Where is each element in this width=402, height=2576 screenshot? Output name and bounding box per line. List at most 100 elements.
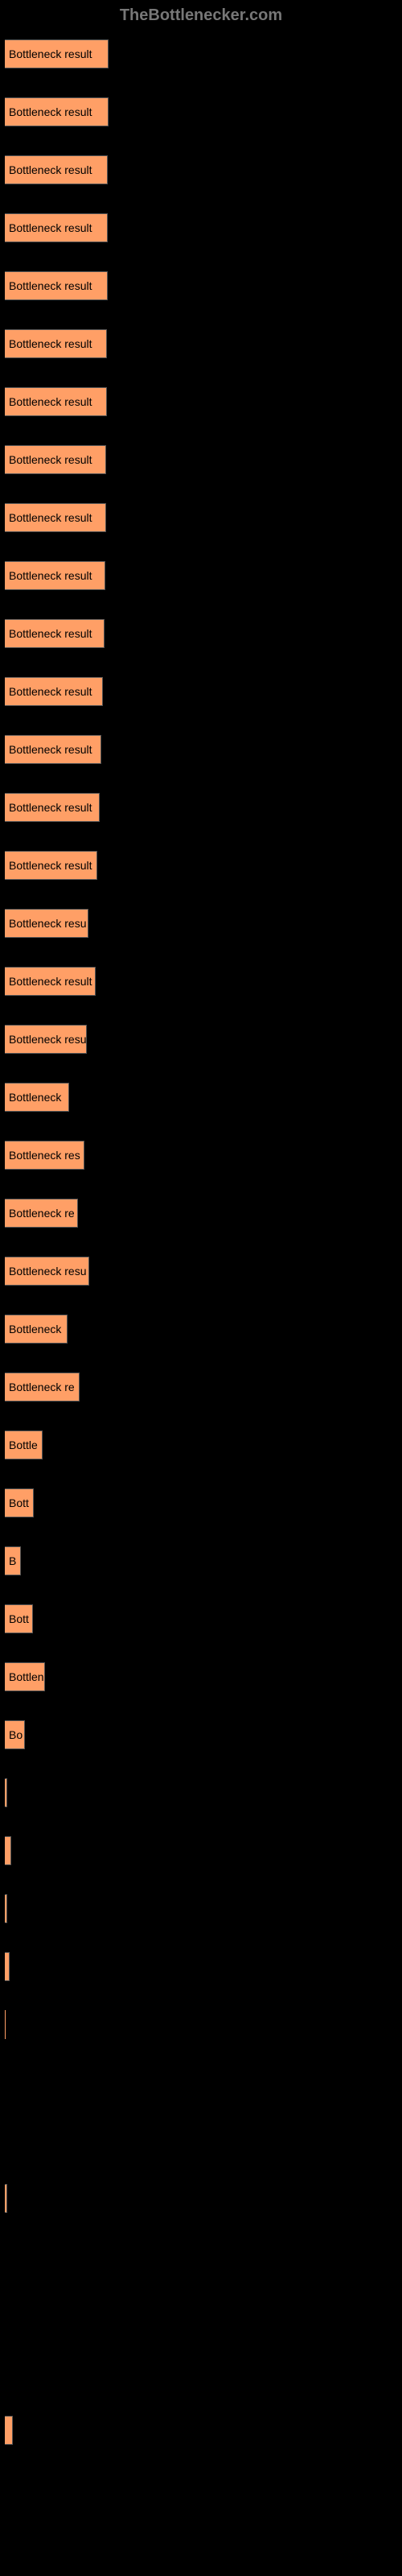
- chart-bar: Bottleneck result: [5, 39, 109, 68]
- chart-bar-label: Bottle: [9, 1439, 38, 1451]
- chart-bar: Bottleneck result: [5, 735, 101, 764]
- chart-bar: Bottleneck resu: [5, 1257, 89, 1286]
- site-header: TheBottlenecker.com: [0, 0, 402, 31]
- chart-bar-label: Bottleneck result: [9, 627, 92, 640]
- chart-bar: [5, 1836, 11, 1865]
- chart-bar: Bottleneck result: [5, 155, 108, 184]
- chart-bar: [5, 1778, 7, 1807]
- chart-bar-label: Bottleneck result: [9, 975, 92, 988]
- chart-bar: Bottleneck result: [5, 97, 109, 126]
- chart-row: Bott: [5, 1488, 402, 1517]
- chart-bar: Bottlen: [5, 1662, 45, 1691]
- chart-row: Bott: [5, 1604, 402, 1633]
- chart-bar: [5, 1952, 10, 1981]
- chart-row: Bottleneck result: [5, 677, 402, 706]
- chart-bar-label: Bottleneck result: [9, 279, 92, 292]
- chart-row: [5, 2358, 402, 2387]
- chart-row: [5, 1778, 402, 1807]
- chart-row: [5, 2416, 402, 2445]
- chart-bar-label: Bottleneck resu: [9, 1265, 87, 1278]
- chart-row: Bottleneck result: [5, 561, 402, 590]
- chart-bar-label: Bottleneck: [9, 1091, 61, 1104]
- chart-bar-label: Bottleneck re: [9, 1207, 75, 1220]
- chart-bar: Bottle: [5, 1430, 43, 1459]
- chart-bar: Bottleneck result: [5, 271, 108, 300]
- chart-bar-label: Bott: [9, 1612, 29, 1625]
- chart-row: [5, 2300, 402, 2329]
- chart-bar-label: Bottleneck result: [9, 453, 92, 466]
- chart-bar-label: Bottleneck re: [9, 1381, 75, 1393]
- chart-bar: Bottleneck result: [5, 329, 107, 358]
- chart-row: [5, 2068, 402, 2097]
- chart-bar-label: Bottleneck result: [9, 859, 92, 872]
- chart-bar: Bottleneck result: [5, 793, 100, 822]
- chart-bar: Bottleneck result: [5, 213, 108, 242]
- chart-row: Bottleneck result: [5, 271, 402, 300]
- chart-bar: Bottleneck resu: [5, 1025, 87, 1054]
- chart-bar-label: Bottleneck result: [9, 163, 92, 176]
- chart-bar: Bottleneck result: [5, 677, 103, 706]
- chart-row: Bottleneck result: [5, 387, 402, 416]
- chart-bar-label: Bottleneck result: [9, 511, 92, 524]
- chart-row: Bottleneck result: [5, 735, 402, 764]
- chart-row: Bottleneck re: [5, 1199, 402, 1228]
- chart-bar-label: Bo: [9, 1728, 23, 1741]
- chart-row: Bottleneck re: [5, 1373, 402, 1402]
- chart-bar-label: Bottleneck result: [9, 337, 92, 350]
- chart-row: Bottleneck result: [5, 793, 402, 822]
- chart-row: Bottleneck result: [5, 619, 402, 648]
- chart-bar: Bottleneck: [5, 1083, 69, 1112]
- chart-row: Bottlen: [5, 1662, 402, 1691]
- chart-row: Bottleneck result: [5, 851, 402, 880]
- chart-bar-label: Bottleneck result: [9, 47, 92, 60]
- chart-bar: B: [5, 1546, 21, 1575]
- chart-bar-label: Bottleneck: [9, 1323, 61, 1335]
- chart-row: Bottleneck result: [5, 329, 402, 358]
- chart-row: B: [5, 1546, 402, 1575]
- chart-row: Bottleneck resu: [5, 909, 402, 938]
- chart-row: Bottleneck resu: [5, 1257, 402, 1286]
- chart-row: Bottleneck result: [5, 503, 402, 532]
- chart-bar: Bottleneck result: [5, 503, 106, 532]
- chart-bar: Bott: [5, 1604, 33, 1633]
- chart-bar: [5, 1894, 7, 1923]
- chart-bar-label: Bottleneck result: [9, 569, 92, 582]
- chart-bar: Bottleneck re: [5, 1373, 80, 1402]
- chart-row: [5, 1836, 402, 1865]
- chart-bar: [5, 2010, 6, 2039]
- chart-row: Bottleneck result: [5, 97, 402, 126]
- chart-bar-label: Bottleneck result: [9, 221, 92, 234]
- chart-row: [5, 1952, 402, 1981]
- chart-bar: Bottleneck result: [5, 851, 97, 880]
- chart-row: [5, 2242, 402, 2271]
- chart-bar-label: Bottleneck res: [9, 1149, 80, 1162]
- chart-row: Bo: [5, 1720, 402, 1749]
- chart-bar: Bottleneck result: [5, 561, 105, 590]
- chart-bar-label: Bottleneck result: [9, 395, 92, 408]
- chart-bar: Bottleneck: [5, 1315, 68, 1344]
- chart-bar-label: Bottleneck resu: [9, 1033, 87, 1046]
- chart-bar: Bottleneck result: [5, 967, 96, 996]
- chart-row: Bottleneck result: [5, 445, 402, 474]
- chart-bar: Bo: [5, 1720, 25, 1749]
- chart-bar: Bottleneck result: [5, 619, 105, 648]
- chart-row: Bottleneck result: [5, 39, 402, 68]
- chart-bar-label: B: [9, 1554, 16, 1567]
- chart-row: Bottleneck result: [5, 213, 402, 242]
- chart-row: Bottleneck: [5, 1083, 402, 1112]
- chart-bar: Bottleneck result: [5, 445, 106, 474]
- chart-bar-label: Bottleneck resu: [9, 917, 87, 930]
- chart-row: Bottleneck result: [5, 155, 402, 184]
- chart-bar: Bottleneck res: [5, 1141, 84, 1170]
- chart-bar-label: Bottleneck result: [9, 801, 92, 814]
- chart-row: [5, 1894, 402, 1923]
- chart-bar-label: Bott: [9, 1496, 29, 1509]
- chart-bar: Bottleneck resu: [5, 909, 88, 938]
- chart-row: Bottleneck: [5, 1315, 402, 1344]
- chart-row: Bottleneck resu: [5, 1025, 402, 1054]
- chart-row: Bottle: [5, 1430, 402, 1459]
- chart-bar: [5, 2416, 13, 2445]
- chart-bar: Bottleneck re: [5, 1199, 78, 1228]
- chart-bar-label: Bottlen: [9, 1670, 44, 1683]
- chart-bar: Bott: [5, 1488, 34, 1517]
